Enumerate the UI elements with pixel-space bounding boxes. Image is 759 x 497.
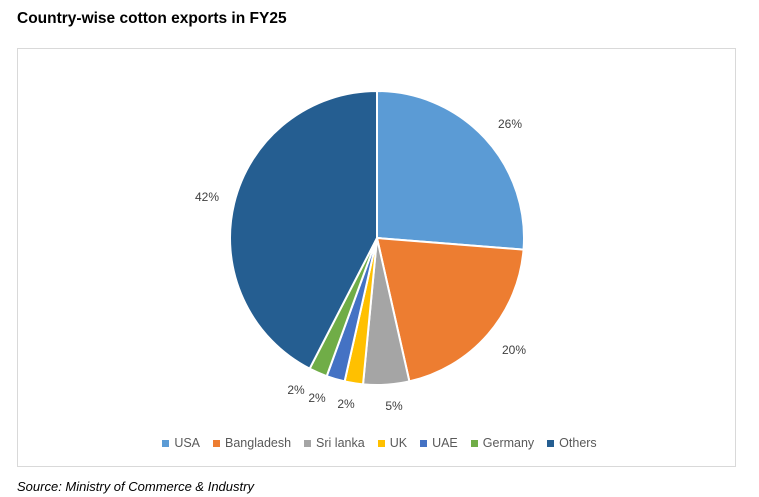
legend-item-usa: USA <box>162 436 200 450</box>
legend-swatch-sri-lanka <box>304 439 312 447</box>
legend-label-sri-lanka: Sri lanka <box>316 436 365 450</box>
legend-item-others: Others <box>547 436 597 450</box>
data-label-uae: 2% <box>308 391 326 405</box>
legend-item-germany: Germany <box>470 436 535 450</box>
data-label-usa: 26% <box>498 117 522 131</box>
legend-swatch-bangladesh <box>213 439 221 447</box>
pie-slice-bangladesh <box>375 236 525 383</box>
chart-title: Country-wise cotton exports in FY25 <box>17 10 287 27</box>
data-label-uk: 2% <box>337 397 355 411</box>
legend-swatch-others <box>547 439 555 447</box>
chart-frame <box>17 48 736 467</box>
pie-slices <box>228 89 525 386</box>
legend-swatch-germany <box>470 439 478 447</box>
legend-swatch-uk <box>377 439 385 447</box>
legend-label-others: Others <box>559 436 597 450</box>
legend-swatch-uae <box>420 439 428 447</box>
data-label-others: 42% <box>195 190 219 204</box>
legend-swatch-usa <box>162 439 170 447</box>
legend-item-uae: UAE <box>420 436 458 450</box>
source-note: Source: Ministry of Commerce & Industry <box>17 479 254 494</box>
data-label-germany: 2% <box>287 383 305 397</box>
legend-label-usa: USA <box>174 436 201 450</box>
data-label-sri-lanka: 5% <box>385 399 403 413</box>
legend-item-bangladesh: Bangladesh <box>213 436 291 450</box>
chart-legend: USA Bangladesh Sri lanka UK UAE Germany … <box>0 436 759 450</box>
legend-label-bangladesh: Bangladesh <box>225 436 292 450</box>
legend-item-sri-lanka: Sri lanka <box>304 436 365 450</box>
legend-label-germany: Germany <box>482 436 535 450</box>
data-label-bangladesh: 20% <box>502 343 526 357</box>
pie-slice-usa <box>376 89 525 251</box>
legend-item-uk: UK <box>377 436 408 450</box>
legend-label-uk: UK <box>389 436 408 450</box>
pie-data-labels: 26%20%5%2%2%2%42% <box>195 117 526 413</box>
legend-label-uae: UAE <box>432 436 458 450</box>
pie-slice-others <box>228 89 378 371</box>
